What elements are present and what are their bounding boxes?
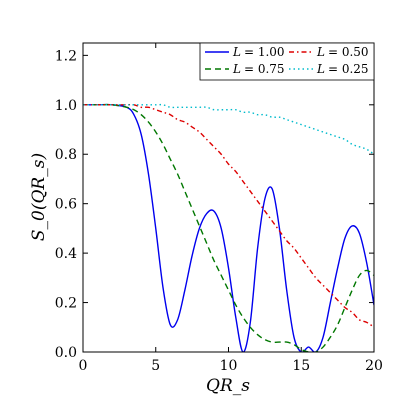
legend-label-series-3: L = 0.25	[316, 62, 369, 76]
series-line-2	[83, 103, 374, 328]
x-tick-label: 10	[220, 358, 238, 374]
x-tick-label: 15	[292, 358, 310, 374]
series-line-0	[83, 103, 374, 352]
series-line-1	[83, 103, 374, 352]
y-tick-label: 0.2	[55, 296, 77, 312]
y-tick-label: 1.2	[55, 48, 77, 64]
y-tick-label: 0.4	[55, 246, 77, 262]
ticks-layer: 0 5 10 15 20 0.0 0.2 0.4 0.6 0.8 1.0 1.2	[55, 43, 383, 374]
legend: L = 1.00 L = 0.75 L = 0.50 L = 0.25	[199, 42, 375, 81]
legend-box	[199, 42, 375, 81]
y-tick-label: 0.0	[55, 345, 77, 361]
y-tick-label: 0.8	[55, 147, 77, 163]
x-tick-label: 20	[365, 358, 383, 374]
x-axis-label: QR_s	[206, 376, 250, 396]
y-tick-label: 1.0	[55, 98, 77, 114]
series-layer	[83, 103, 374, 352]
legend-label-series-1: L = 0.75	[232, 62, 285, 76]
x-tick-label: 5	[151, 358, 160, 374]
y-axis-label: S_0(QR_s)	[29, 153, 49, 241]
legend-label-series-0: L = 1.00	[232, 45, 285, 59]
y-tick-label: 0.6	[55, 197, 77, 213]
legend-label-series-2: L = 0.50	[316, 45, 369, 59]
x-tick-label: 0	[79, 358, 88, 374]
series-line-3	[83, 103, 374, 155]
